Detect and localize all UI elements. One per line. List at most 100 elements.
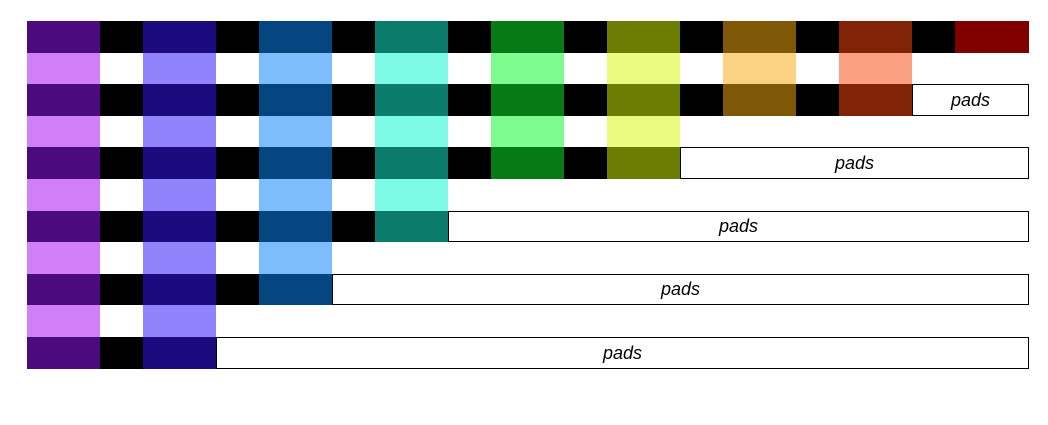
pads-box: pads: [448, 211, 1029, 242]
token-separator: [332, 179, 375, 211]
token-block-dark: [143, 274, 216, 305]
token-separator: [564, 21, 607, 53]
token-block-dark: [143, 147, 216, 179]
token-block-dark: [491, 21, 564, 53]
token-block-dark: [491, 147, 564, 179]
token-separator: [332, 84, 375, 116]
token-block-dark: [27, 84, 100, 116]
token-block-light: [143, 116, 216, 147]
token-block-dark: [27, 21, 100, 53]
token-separator: [332, 211, 375, 242]
token-block-dark: [607, 84, 680, 116]
token-separator: [100, 21, 143, 53]
token-separator: [216, 211, 259, 242]
token-block-dark: [375, 84, 448, 116]
token-separator: [100, 305, 143, 337]
token-separator: [100, 242, 143, 274]
token-block-light: [375, 116, 448, 147]
token-block-dark: [607, 21, 680, 53]
pads-box: pads: [216, 337, 1029, 369]
token-separator: [564, 84, 607, 116]
token-block-dark: [375, 147, 448, 179]
token-separator: [332, 147, 375, 179]
token-separator: [564, 53, 607, 84]
token-separator: [100, 84, 143, 116]
token-separator: [216, 179, 259, 211]
pads-box: pads: [332, 274, 1029, 305]
token-separator: [100, 211, 143, 242]
token-separator: [100, 179, 143, 211]
token-block-light: [259, 179, 332, 211]
token-block-dark: [27, 211, 100, 242]
token-block-light: [27, 305, 100, 337]
token-separator: [796, 21, 839, 53]
token-separator: [680, 21, 723, 53]
token-block-dark: [375, 211, 448, 242]
token-separator: [216, 242, 259, 274]
token-block-dark: [839, 21, 912, 53]
token-separator: [448, 53, 491, 84]
token-block-light: [375, 179, 448, 211]
token-separator: [332, 116, 375, 147]
token-block-dark: [27, 337, 100, 369]
token-block-dark: [607, 147, 680, 179]
token-separator: [100, 147, 143, 179]
token-separator: [216, 147, 259, 179]
token-block-dark: [259, 211, 332, 242]
token-separator: [332, 53, 375, 84]
token-block-light: [259, 116, 332, 147]
pads-box: pads: [680, 147, 1029, 179]
token-block-light: [143, 179, 216, 211]
token-block-light: [27, 116, 100, 147]
token-block-light: [27, 53, 100, 84]
token-separator: [216, 21, 259, 53]
token-block-dark: [723, 84, 796, 116]
token-block-dark: [491, 84, 564, 116]
token-separator: [100, 274, 143, 305]
token-block-light: [27, 179, 100, 211]
token-block-dark: [143, 84, 216, 116]
token-block-dark: [839, 84, 912, 116]
token-block-light: [607, 53, 680, 84]
token-block-light: [491, 116, 564, 147]
token-block-dark: [27, 147, 100, 179]
token-separator: [216, 84, 259, 116]
token-block-light: [143, 242, 216, 274]
token-separator: [100, 337, 143, 369]
token-block-dark: [143, 337, 216, 369]
token-block-light: [607, 116, 680, 147]
token-block-dark: [259, 84, 332, 116]
token-block-light: [143, 53, 216, 84]
token-separator: [216, 274, 259, 305]
token-separator: [332, 21, 375, 53]
token-block-light: [491, 53, 564, 84]
token-separator: [796, 53, 839, 84]
token-separator: [100, 116, 143, 147]
token-block-dark: [723, 21, 796, 53]
token-block-light: [259, 53, 332, 84]
token-separator: [680, 84, 723, 116]
token-separator: [680, 53, 723, 84]
token-separator: [564, 116, 607, 147]
token-block-light: [839, 53, 912, 84]
token-block-light: [143, 305, 216, 337]
token-separator: [216, 53, 259, 84]
token-block-dark: [143, 211, 216, 242]
token-block-dark: [259, 21, 332, 53]
token-block-dark: [375, 21, 448, 53]
token-block-dark: [143, 21, 216, 53]
token-separator: [448, 21, 491, 53]
token-block-dark: [955, 21, 1029, 53]
token-block-light: [375, 53, 448, 84]
token-separator: [796, 84, 839, 116]
token-separator: [100, 53, 143, 84]
token-separator: [564, 147, 607, 179]
pads-box: pads: [912, 84, 1029, 116]
token-separator: [912, 21, 955, 53]
token-block-dark: [259, 147, 332, 179]
token-block-light: [259, 242, 332, 274]
token-separator: [448, 84, 491, 116]
token-separator: [448, 116, 491, 147]
token-block-dark: [27, 274, 100, 305]
token-block-light: [27, 242, 100, 274]
